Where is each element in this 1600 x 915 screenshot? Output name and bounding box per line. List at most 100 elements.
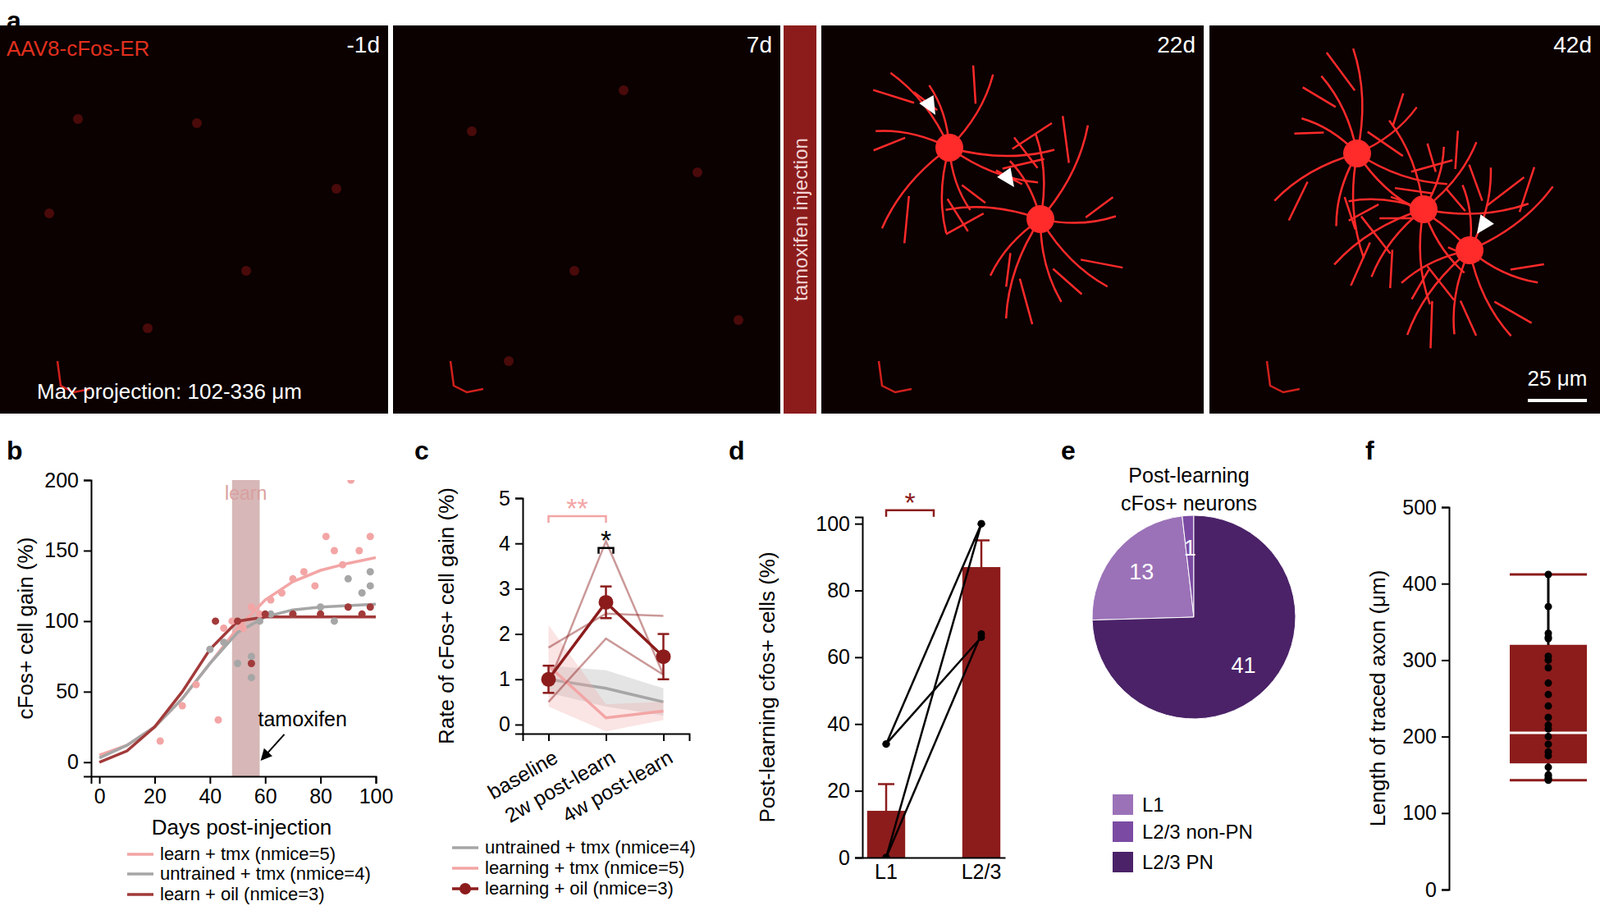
point (310, 581, 319, 590)
panel-letter: b (6, 435, 23, 466)
tick: 20 (827, 778, 863, 802)
point (219, 638, 228, 646)
legend-label: L1 (1142, 793, 1165, 816)
point (178, 702, 187, 710)
tick-mark (83, 761, 92, 764)
tick-label: 40 (198, 784, 222, 808)
dendrite (1005, 219, 1041, 325)
tick-label: 5 (498, 486, 511, 510)
tick: 200 (44, 468, 92, 492)
dendrite (1326, 48, 1363, 154)
legend-label: learning + oil (nmice=3) (484, 877, 674, 899)
speck (73, 114, 83, 124)
micrograph (0, 25, 389, 414)
tick-mark (515, 633, 523, 636)
point (239, 624, 247, 632)
chart-f: 0100200300400500Length of traced axon (μ… (1365, 495, 1587, 901)
x-axis: 020406080100 (91, 776, 394, 808)
mouse-point (978, 520, 986, 528)
tick-label: 100 (359, 784, 394, 808)
tick: 100 (1402, 800, 1450, 824)
dendrite (1274, 153, 1358, 221)
tick: 60 (254, 776, 278, 808)
point (1545, 635, 1553, 643)
tick: L1 (874, 857, 898, 883)
chart-e: Post-learningcFos+ neurons13141L1L2/3 no… (1092, 463, 1296, 874)
tick: 100 (815, 512, 863, 535)
neuron (873, 65, 1055, 244)
tick-label: 400 (1402, 571, 1437, 595)
speck (618, 85, 629, 96)
legend-swatch (1112, 821, 1134, 842)
point (1545, 656, 1553, 664)
point (358, 589, 366, 597)
tick-label: 200 (1402, 724, 1437, 748)
tick-label: 2 (498, 621, 511, 645)
point (211, 617, 220, 625)
tick-mark (1441, 736, 1450, 738)
point (366, 581, 375, 590)
slice (1092, 516, 1194, 621)
box (1509, 644, 1587, 764)
plot-area (867, 520, 1001, 858)
frame-label: 42d (1553, 32, 1592, 58)
point (214, 716, 222, 724)
tick: 0 (838, 845, 863, 869)
point (1545, 776, 1553, 784)
y-axis: 050100150200 (44, 468, 92, 778)
tick-mark (154, 776, 156, 784)
tick-label: 0 (838, 845, 851, 869)
point (541, 672, 557, 687)
tick-label: 20 (827, 778, 851, 802)
tick: 200 (1402, 724, 1450, 748)
point (288, 575, 297, 583)
axis-line (91, 777, 377, 785)
tick-label: 100 (1402, 800, 1437, 824)
slice (1092, 515, 1296, 719)
tick: 0 (67, 749, 92, 773)
chart-b: 020406080100050100150200Days post-inject… (13, 468, 394, 906)
dendrite (1379, 196, 1470, 251)
mouse-line (886, 523, 982, 858)
tick-label: 0 (94, 784, 106, 808)
y-title: cFos+ cell gain (%) (13, 537, 38, 720)
dendrite (1371, 209, 1424, 288)
point (322, 532, 330, 540)
legend-label: untrained + tmx (nmice=4) (484, 836, 696, 858)
panel-letter: f (1365, 435, 1375, 466)
significance: ** (566, 492, 588, 524)
tick: 0 (94, 776, 106, 808)
soma (1343, 139, 1372, 168)
tick: 3 (498, 576, 523, 600)
micrograph (821, 25, 1204, 414)
point (256, 617, 264, 625)
dendrite (1302, 76, 1358, 154)
tick: 80 (309, 776, 333, 808)
frame-label: 22d (1156, 32, 1196, 58)
chart-d: L1L2/3020406080100Post-learning cfos+ ce… (754, 486, 1006, 883)
point (598, 594, 614, 610)
tick-mark (854, 723, 863, 726)
tick: 2 (498, 621, 523, 645)
plot-area (541, 540, 672, 732)
point (1545, 690, 1553, 699)
point (344, 603, 352, 611)
series-line (548, 602, 664, 680)
point (366, 567, 375, 576)
point (330, 546, 339, 554)
tick-mark (83, 480, 92, 482)
dendrite (882, 147, 950, 243)
speck (331, 183, 342, 194)
error-cap (543, 664, 555, 668)
point (247, 659, 256, 668)
image-panel: tamoxifen injectionAAV8-cFos-ER-1d7d22d4… (0, 25, 1600, 414)
tick: 2w post-learn (500, 733, 619, 828)
tick-label: 1 (498, 667, 511, 691)
panel-letter: e (1060, 435, 1076, 466)
micrograph (1209, 25, 1600, 414)
tick-mark (1441, 507, 1450, 509)
speck (569, 265, 580, 276)
annotation: tamoxifen (258, 707, 348, 731)
neuron (1274, 48, 1453, 259)
tick-label: 80 (827, 578, 851, 602)
